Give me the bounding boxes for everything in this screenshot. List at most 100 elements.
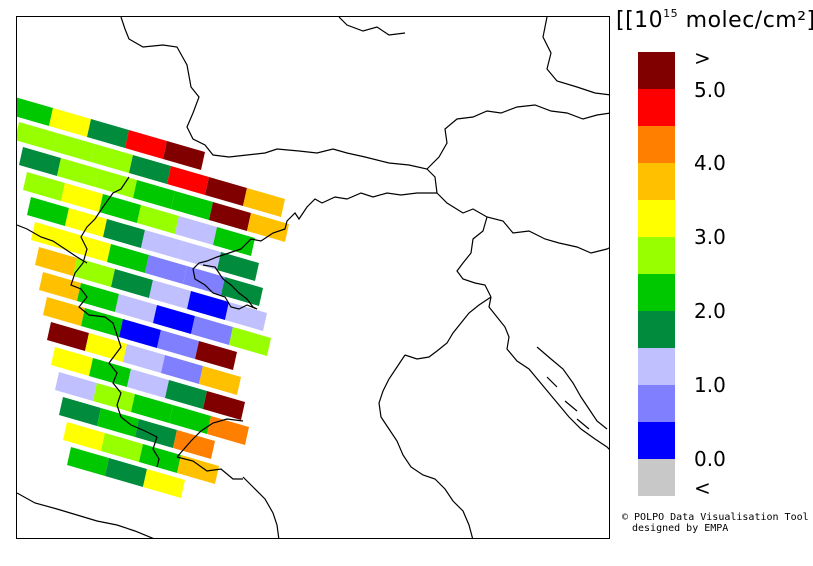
legend-label-1: 1.0 — [694, 373, 726, 397]
legend-label-4: 4.0 — [694, 151, 726, 175]
swath-pixel — [207, 416, 249, 445]
color-legend — [638, 52, 675, 496]
swath-pixel — [85, 333, 127, 362]
swath-pixel — [55, 372, 97, 401]
swath-pixel — [93, 383, 135, 412]
swath-pixel — [167, 166, 209, 195]
swath-pixel — [103, 219, 145, 248]
swath-pixel — [123, 344, 165, 373]
legend-swatch — [638, 274, 675, 311]
swath-pixel — [137, 205, 179, 234]
swath-pixel — [69, 233, 111, 262]
swath-pixel — [101, 433, 143, 462]
swath-pixel — [157, 330, 199, 359]
swath-pixel — [95, 169, 137, 198]
swath-pixel — [169, 405, 211, 434]
swath-pixel — [191, 316, 233, 345]
swath-pixel — [209, 202, 251, 231]
satellite-swath — [17, 97, 289, 498]
swath-pixel — [217, 252, 259, 281]
swath-pixel — [61, 183, 103, 212]
swath-pixel — [17, 122, 57, 151]
swath-pixel — [187, 291, 229, 320]
swath-pixel — [125, 130, 167, 159]
swath-pixel — [133, 180, 175, 209]
credit-line-2: designed by EMPA — [632, 523, 729, 534]
legend-swatch — [638, 89, 675, 126]
swath-pixel — [59, 397, 101, 426]
swath-pixel — [73, 258, 115, 287]
legend-swatch — [638, 163, 675, 200]
swath-pixel — [111, 269, 153, 298]
swath-pixel — [135, 419, 177, 448]
legend-swatch — [638, 237, 675, 274]
swath-pixel — [17, 97, 53, 126]
swath-pixel — [89, 358, 131, 387]
swath-pixel — [57, 158, 99, 187]
swath-pixel — [131, 394, 173, 423]
legend-swatch — [638, 422, 675, 459]
legend-label-5: 5.0 — [694, 78, 726, 102]
legend-swatch — [638, 348, 675, 385]
swath-pixel — [171, 191, 213, 220]
swath-pixel — [139, 444, 181, 473]
legend-swatch — [638, 200, 675, 237]
legend-swatch — [638, 52, 675, 89]
swath-pixel — [177, 455, 219, 484]
swath-pixel — [165, 380, 207, 409]
swath-pixel — [145, 255, 187, 284]
swath-pixel — [173, 430, 215, 459]
swath-pixel — [153, 305, 195, 334]
legend-label-0: 0.0 — [694, 447, 726, 471]
legend-swatch — [638, 459, 675, 496]
swath-pixel — [35, 247, 77, 276]
legend-label-lt: < — [694, 476, 711, 500]
legend-label-2: 2.0 — [694, 299, 726, 323]
swath-pixel — [77, 283, 119, 312]
swath-pixel — [27, 197, 69, 226]
swath-pixel — [129, 155, 171, 184]
swath-pixel — [163, 141, 205, 170]
swath-pixel — [63, 422, 105, 451]
swath-pixel — [127, 369, 169, 398]
swath-pixel — [247, 213, 289, 242]
swath-pixel — [47, 322, 89, 351]
unit-label: [[1015 molec/cm²]] — [616, 6, 813, 33]
swath-pixel — [143, 469, 185, 498]
swath-pixel — [199, 366, 241, 395]
swath-pixel — [161, 355, 203, 384]
country-borders — [17, 17, 609, 538]
legend-swatch — [638, 311, 675, 348]
map-canvas — [17, 17, 609, 538]
map-panel — [16, 16, 610, 539]
swath-pixel — [87, 119, 129, 148]
swath-pixel — [51, 347, 93, 376]
swath-pixel — [39, 272, 81, 301]
swath-pixel — [49, 108, 91, 137]
swath-pixel — [67, 447, 109, 476]
swath-pixel — [195, 341, 237, 370]
swath-pixel — [97, 408, 139, 437]
swath-pixel — [53, 133, 95, 162]
swath-pixel — [65, 208, 107, 237]
legend-label-gt: > — [694, 46, 711, 70]
swath-pixel — [19, 147, 61, 176]
swath-pixel — [243, 188, 285, 217]
swath-pixel — [119, 319, 161, 348]
swath-pixel — [43, 297, 85, 326]
legend-swatch — [638, 385, 675, 422]
swath-pixel — [141, 230, 183, 259]
swath-pixel — [179, 241, 221, 270]
legend-swatch — [638, 126, 675, 163]
swath-pixel — [105, 458, 147, 487]
credit-line-1: © POLPO Data Visualisation Tool — [622, 512, 809, 523]
swath-pixel — [203, 391, 245, 420]
swath-pixel — [225, 302, 267, 331]
swath-pixel — [205, 177, 247, 206]
swath-pixel — [107, 244, 149, 273]
swath-pixel — [213, 227, 255, 256]
swath-pixel — [175, 216, 217, 245]
swath-pixel — [23, 172, 65, 201]
swath-pixel — [31, 222, 73, 251]
swath-pixel — [99, 194, 141, 223]
